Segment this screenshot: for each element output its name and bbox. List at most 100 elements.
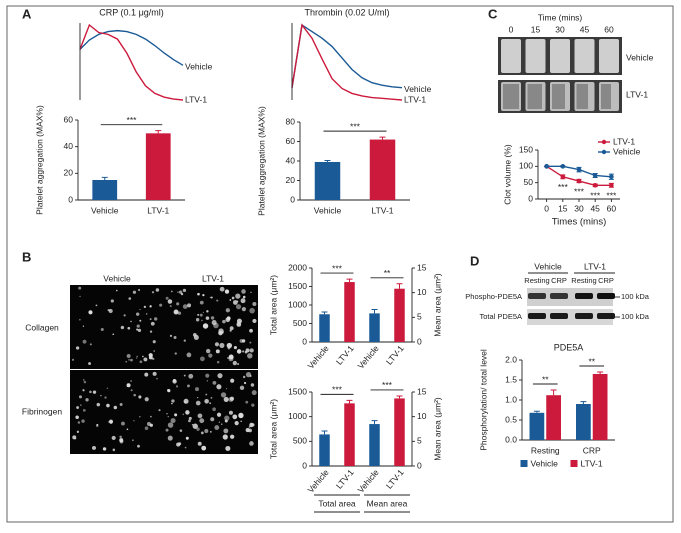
y-tick-label: 500 (293, 436, 307, 446)
y-tick-label: 5 (417, 436, 422, 446)
platelet (167, 389, 171, 393)
blot-lane: CRP (598, 276, 614, 285)
platelet (214, 425, 220, 430)
trace-line (79, 23, 184, 101)
row-label: Vehicle (626, 52, 654, 62)
platelet (251, 423, 255, 427)
band (528, 293, 546, 299)
platelet (125, 360, 128, 363)
platelet (201, 319, 203, 322)
image-title: Time (mins) (538, 12, 583, 22)
legend-label: Vehicle (531, 458, 559, 468)
time-label: 45 (580, 24, 590, 34)
platelet (195, 318, 200, 322)
platelet (137, 328, 142, 332)
error-bar (396, 395, 403, 399)
blot-lane: Resting (571, 276, 596, 285)
platelet (223, 396, 229, 402)
platelet (75, 346, 80, 350)
platelet (202, 323, 209, 329)
platelet (204, 429, 209, 434)
platelet (83, 380, 87, 384)
platelet (139, 416, 141, 418)
y-tick-label: 150 (519, 144, 533, 154)
x-tick-label: Vehicle (314, 205, 342, 215)
platelet (113, 405, 118, 410)
platelet (242, 295, 246, 299)
micrograph (70, 370, 164, 454)
platelet (126, 383, 131, 388)
x-tick-label: LTV-1 (384, 343, 406, 367)
micrograph (164, 370, 258, 454)
platelet (132, 439, 134, 442)
bar (344, 282, 355, 342)
platelet (224, 415, 230, 421)
platelet (219, 342, 225, 348)
platelet (100, 327, 104, 331)
blot-group: LTV-1 (584, 261, 606, 271)
point (592, 182, 598, 188)
y-tick-label: 15 (417, 262, 427, 272)
platelet (221, 423, 223, 425)
platelet (156, 377, 158, 380)
micrograph (70, 285, 164, 369)
y-tick-label: 1500 (288, 386, 307, 396)
platelet (245, 400, 249, 404)
panel-label: D (470, 253, 479, 268)
y-tick-label: 0 (68, 194, 73, 204)
platelet (82, 389, 85, 392)
platelet (247, 353, 253, 359)
x-tick-label: 45 (590, 203, 600, 213)
platelet (245, 428, 250, 433)
platelet (167, 435, 173, 441)
platelet (205, 373, 210, 378)
platelet (210, 397, 213, 399)
platelet (244, 350, 248, 354)
y-tick-label: 0 (302, 336, 307, 346)
platelet (228, 356, 234, 362)
platelet (152, 357, 155, 361)
y-tick-label: 1000 (288, 299, 307, 309)
error-bar (379, 136, 386, 140)
platelet (182, 288, 187, 292)
y-tick-label: 20 (64, 168, 74, 178)
platelet (178, 290, 183, 294)
chart-title: PDE5A (554, 342, 584, 352)
x-tick-label: 60 (607, 203, 617, 213)
platelet (200, 431, 204, 435)
bar (546, 395, 561, 440)
platelet (142, 355, 144, 358)
platelet (172, 378, 176, 383)
blot-lane: CRP (551, 276, 567, 285)
platelet (233, 346, 237, 350)
y-tick-label: 40 (64, 141, 74, 151)
y-axis-label: Total area (μm²) (268, 275, 278, 335)
significance-label: *** (127, 115, 138, 125)
platelet (88, 362, 92, 366)
trace-line (291, 23, 403, 101)
bar (92, 180, 118, 200)
platelet (211, 320, 217, 326)
bar (369, 313, 380, 342)
platelet (159, 303, 163, 307)
platelet (240, 420, 243, 423)
platelet (166, 412, 168, 415)
band (550, 313, 568, 319)
platelet (136, 355, 138, 358)
platelet (177, 311, 182, 315)
platelet (231, 296, 235, 300)
platelet (250, 383, 255, 387)
platelet (92, 445, 96, 450)
y-tick-label: 10 (417, 287, 427, 297)
platelet (195, 400, 201, 406)
platelet (252, 302, 257, 307)
platelet (139, 319, 142, 322)
platelet (167, 299, 173, 304)
y-axis-label: Clot volume (%) (502, 144, 512, 205)
platelet (229, 299, 232, 301)
y-tick-label: 10 (417, 411, 427, 421)
platelet (250, 291, 252, 294)
platelet (130, 320, 132, 323)
platelet (234, 421, 239, 426)
